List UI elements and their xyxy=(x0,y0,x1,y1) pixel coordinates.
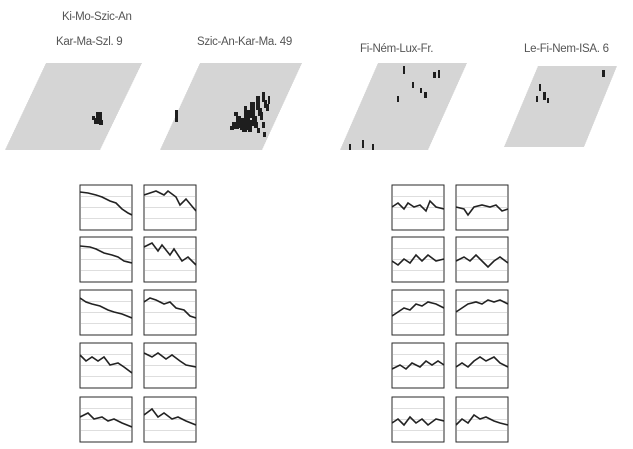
line-panel xyxy=(455,184,509,231)
surface-mark xyxy=(96,112,102,124)
surface-mark xyxy=(252,116,257,126)
surface-mark xyxy=(234,112,238,116)
line-panel xyxy=(391,289,445,336)
surface-mark xyxy=(543,92,546,100)
line-panel xyxy=(79,342,133,389)
surface-mark xyxy=(349,144,351,150)
surface-mark xyxy=(403,66,405,74)
surface-plot-3 xyxy=(340,63,467,150)
plot-3-label: Fi-Ném-Lux-Fr. xyxy=(360,43,433,55)
surface-mark xyxy=(433,72,436,78)
surface-mark xyxy=(397,96,399,102)
line-panel xyxy=(455,342,509,389)
line-panel xyxy=(391,396,445,443)
surface-mark xyxy=(236,116,241,122)
surface-mark xyxy=(372,144,374,150)
surface-mark xyxy=(260,112,263,120)
surface-mark xyxy=(262,92,265,102)
surface-mark xyxy=(240,124,246,130)
surface-mark xyxy=(266,104,269,111)
surface-plot-4 xyxy=(504,66,617,147)
surface-mark xyxy=(262,122,265,128)
surface-mark xyxy=(256,96,260,110)
surface-mark xyxy=(244,110,250,124)
line-panel xyxy=(79,396,133,443)
surface-mark xyxy=(94,118,98,124)
plot-1-label-line-2: Kar-Ma-Szl. 9 xyxy=(56,36,122,48)
surface-mark xyxy=(539,84,541,91)
surface-mark xyxy=(175,110,178,122)
surface-mark xyxy=(242,128,247,132)
plot-2-label: Szic-An-Kar-Ma. 49 xyxy=(197,36,292,48)
surface-mark xyxy=(263,132,266,137)
surface-mark xyxy=(536,96,538,102)
surface-mark xyxy=(438,70,440,78)
surface-plot-1 xyxy=(5,63,142,150)
surface-mark xyxy=(257,128,260,133)
surface-mark xyxy=(547,98,549,103)
line-panel xyxy=(79,184,133,231)
surface-mark xyxy=(362,140,364,148)
line-panel xyxy=(143,289,197,336)
surface-mark xyxy=(232,122,239,129)
surface-mark xyxy=(230,126,234,130)
surface-mark xyxy=(412,82,414,88)
line-panel xyxy=(391,236,445,283)
line-panel xyxy=(391,184,445,231)
surface-mark xyxy=(248,124,252,132)
line-panel xyxy=(143,184,197,231)
surface-mark xyxy=(420,88,422,93)
surface-mark xyxy=(602,70,605,77)
surface-plot-2 xyxy=(160,63,302,150)
surface-mark xyxy=(99,120,103,125)
surface-mark xyxy=(92,116,95,120)
surface-mark xyxy=(424,92,427,98)
surface-mark xyxy=(264,100,267,108)
line-panel xyxy=(79,289,133,336)
line-panel xyxy=(391,342,445,389)
surface-mark xyxy=(268,96,270,104)
line-panel xyxy=(143,342,197,389)
line-panel xyxy=(79,236,133,283)
surface-mark xyxy=(254,122,258,128)
surface-mark xyxy=(251,110,254,114)
line-panel xyxy=(143,236,197,283)
line-panel xyxy=(455,236,509,283)
plot-4-label: Le-Fi-Nem-ISA. 6 xyxy=(524,43,609,55)
line-panel xyxy=(143,396,197,443)
plot-1-label-line-1: Ki-Mo-Szic-An xyxy=(62,11,132,23)
line-panel xyxy=(455,396,509,443)
surface-mark xyxy=(238,118,244,128)
surface-mark xyxy=(244,106,247,111)
line-panel xyxy=(455,289,509,336)
